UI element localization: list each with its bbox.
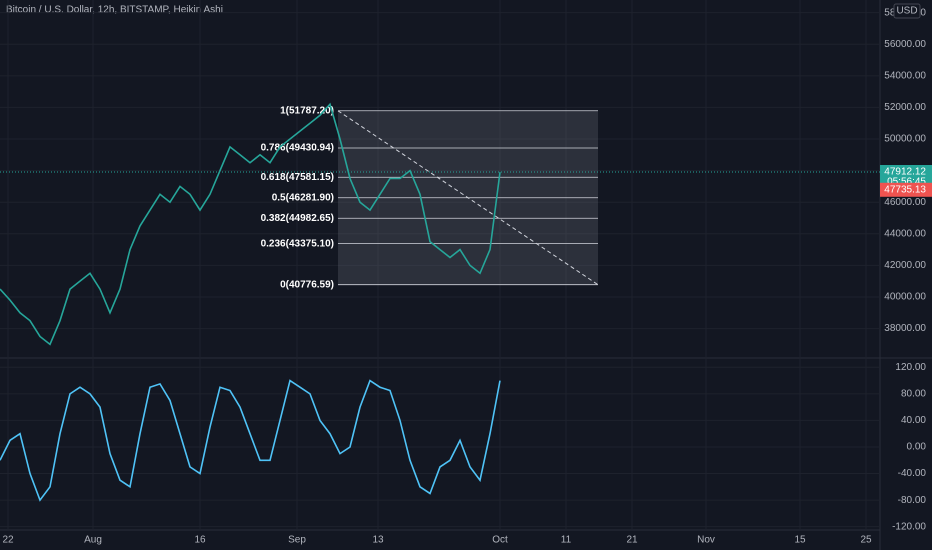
x-tick-label: Aug bbox=[84, 535, 102, 546]
y-tick-label: 80.00 bbox=[901, 389, 926, 400]
x-tick-label: Nov bbox=[697, 535, 715, 546]
y-tick-label: 46000.00 bbox=[884, 197, 926, 208]
y-tick-label: 50000.00 bbox=[884, 134, 926, 145]
series-line bbox=[0, 102, 501, 346]
x-tick-label: 16 bbox=[194, 535, 206, 546]
x-tick-label: 21 bbox=[626, 535, 638, 546]
y-tick-label: -40.00 bbox=[898, 468, 927, 479]
fib-label: 1(51787.20) bbox=[280, 105, 334, 116]
fib-label: 0.618(47581.15) bbox=[261, 172, 334, 183]
y-tick-label: 38000.00 bbox=[884, 323, 926, 334]
x-tick-label: 13 bbox=[372, 535, 384, 546]
fib-label: 0.382(44982.65) bbox=[261, 213, 334, 224]
y-tick-label: 42000.00 bbox=[884, 260, 926, 271]
y-tick-label: 44000.00 bbox=[884, 228, 926, 239]
x-tick-label: 11 bbox=[561, 535, 572, 546]
y-tick-label: 40.00 bbox=[901, 415, 926, 426]
last-price: 47912.12 bbox=[884, 167, 926, 178]
x-tick-label: Oct bbox=[492, 535, 508, 546]
y-tick-label: 0.00 bbox=[907, 442, 927, 453]
series-line bbox=[0, 379, 501, 502]
y-tick-label: -120.00 bbox=[892, 521, 926, 532]
x-tick-label: 22 bbox=[2, 535, 14, 546]
ref-price: 47735.13 bbox=[884, 184, 926, 195]
countdown: 05:56:45 bbox=[887, 177, 926, 188]
ref-price-badge bbox=[880, 182, 932, 197]
x-tick-label: 15 bbox=[794, 535, 806, 546]
fib-label: 0.786(49430.94) bbox=[261, 143, 334, 154]
y-tick-label: 54000.00 bbox=[884, 70, 926, 81]
y-tick-label: 120.00 bbox=[895, 362, 926, 373]
fib-label: 0(40776.59) bbox=[280, 279, 334, 290]
y-tick-label: 56000.00 bbox=[884, 39, 926, 50]
currency: USD bbox=[896, 6, 917, 17]
x-tick-label: 25 bbox=[860, 535, 872, 546]
chart-title: Bitcoin / U.S. Dollar, 12h, BITSTAMP, He… bbox=[6, 5, 223, 16]
x-tick-label: Sep bbox=[288, 535, 306, 546]
y-tick-label: -80.00 bbox=[898, 495, 927, 506]
fib-label: 0.5(46281.90) bbox=[272, 192, 334, 203]
currency-badge bbox=[893, 3, 921, 19]
fib-label: 0.236(43375.10) bbox=[261, 238, 334, 249]
y-tick-label: 40000.00 bbox=[884, 292, 926, 303]
y-tick-label: 52000.00 bbox=[884, 102, 926, 113]
